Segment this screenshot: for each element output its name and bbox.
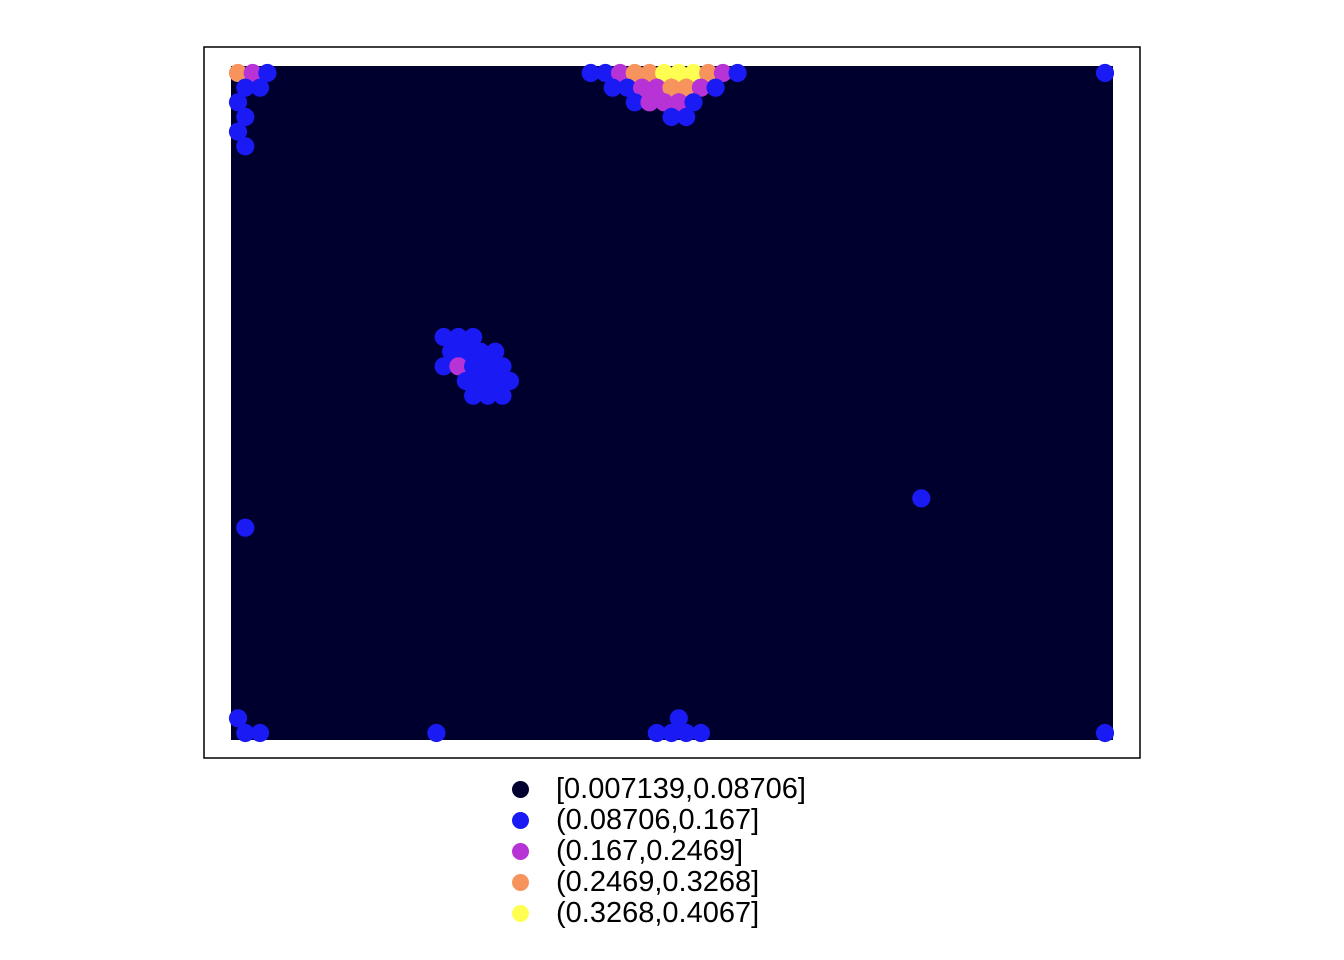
heatmap-cell	[707, 79, 725, 97]
legend-swatch-2	[512, 843, 529, 860]
heatmap-cell	[677, 108, 695, 126]
legend-item: (0.167,0.2469]	[505, 836, 806, 867]
legend-label-1: (0.08706,0.167]	[556, 805, 759, 836]
heatmap-cell	[692, 724, 710, 742]
heatmap-cell	[912, 489, 930, 507]
heatmap-cell	[251, 79, 269, 97]
heatmap-cell	[236, 137, 254, 155]
legend-swatch-4	[512, 905, 529, 922]
plot-background-fill	[231, 66, 1113, 740]
heatmap-cell	[251, 724, 269, 742]
heatmap-cell	[729, 64, 747, 82]
legend-swatch-0	[512, 781, 529, 798]
legend-item: (0.3268,0.4067]	[505, 898, 806, 929]
legend-item: [0.007139,0.08706]	[505, 774, 806, 805]
heatmap-cell	[236, 519, 254, 537]
heatmap-cell	[1096, 64, 1114, 82]
legend-item: (0.2469,0.3268]	[505, 867, 806, 898]
legend-item: (0.08706,0.167]	[505, 805, 806, 836]
legend-label-3: (0.2469,0.3268]	[556, 867, 759, 898]
legend-swatch-1	[512, 812, 529, 829]
heatmap-cell	[493, 387, 511, 405]
legend: [0.007139,0.08706] (0.08706,0.167] (0.16…	[505, 774, 806, 929]
legend-label-0: [0.007139,0.08706]	[556, 774, 806, 805]
heatmap-cell	[670, 709, 688, 727]
legend-swatch-3	[512, 874, 529, 891]
heatmap-cell	[427, 724, 445, 742]
heatmap-cell	[1096, 724, 1114, 742]
legend-label-2: (0.167,0.2469]	[556, 836, 743, 867]
legend-label-4: (0.3268,0.4067]	[556, 898, 759, 929]
